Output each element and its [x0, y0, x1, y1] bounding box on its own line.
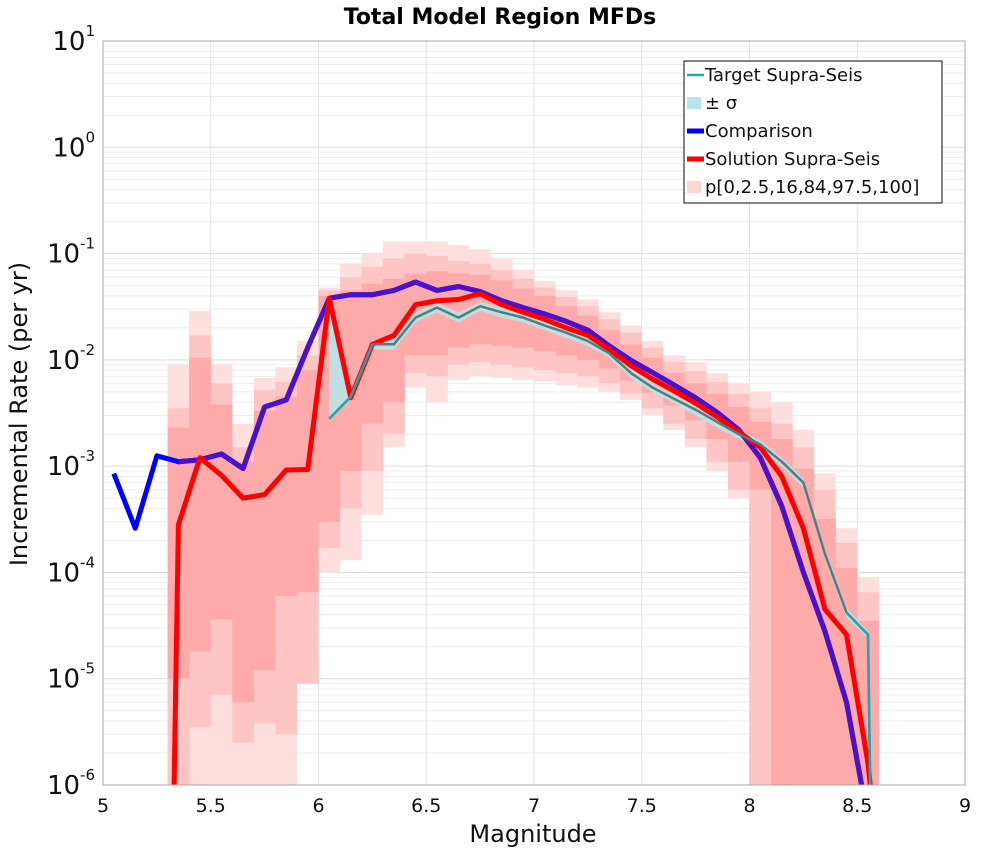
- y-tick-label: 100: [52, 128, 95, 163]
- legend-item: ± σ: [687, 93, 737, 114]
- comparison-line-in-band: [178, 279, 865, 785]
- y-tick-label: 101: [52, 22, 95, 57]
- x-tick-label: 7: [528, 795, 540, 817]
- x-tick-label: 8: [743, 795, 755, 817]
- x-axis-ticks: 5 5.5 6 6.5 7 7.5 8 8.5 9: [97, 795, 971, 817]
- x-tick-label: 6.5: [411, 795, 441, 817]
- target-line: [328, 304, 872, 785]
- legend-swatch: [687, 181, 701, 193]
- y-tick-label: 10-1: [47, 235, 95, 270]
- x-tick-label: 6: [312, 795, 324, 817]
- legend-box: [683, 60, 943, 204]
- y-tick-label: 10-2: [47, 341, 95, 376]
- plot-frame: [102, 40, 966, 786]
- legend-label: p[0,2.5,16,84,97.5,100]: [705, 177, 919, 198]
- legend-label: Solution Supra-Seis: [705, 149, 880, 170]
- legend-label: ± σ: [705, 93, 737, 114]
- x-tick-label: 7.5: [627, 795, 657, 817]
- x-tick-label: 5.5: [196, 795, 226, 817]
- x-axis-label: Magnitude: [469, 820, 596, 848]
- y-tick-label: 10-6: [47, 766, 95, 801]
- solution-line: [171, 291, 873, 785]
- y-tick-label: 10-4: [47, 553, 95, 588]
- legend-label: Target Supra-Seis: [704, 65, 862, 86]
- x-tick-label: 5: [97, 795, 109, 817]
- legend-label: Comparison: [705, 121, 813, 142]
- target-line-end: [845, 611, 872, 785]
- legend-item: Target Supra-Seis: [687, 65, 862, 86]
- y-axis-label: Incremental Rate (per yr): [5, 262, 33, 566]
- x-tick-label: 8.5: [842, 795, 872, 817]
- legend-item: p[0,2.5,16,84,97.5,100]: [687, 177, 919, 198]
- chart-title: Total Model Region MFDs: [344, 5, 657, 30]
- y-tick-label: 10-5: [47, 660, 95, 695]
- target-line-start: [328, 343, 374, 420]
- legend-item: Comparison: [687, 121, 813, 142]
- legend: Target Supra-Seis ± σ Comparison Solution S…: [683, 60, 943, 204]
- y-tick-label: 10-3: [47, 447, 95, 482]
- y-axis-ticks: 101 100 10-1 10-2 10-3 10-4 10-5 10-6: [47, 22, 95, 801]
- x-tick-label: 9: [959, 795, 971, 817]
- legend-item: Solution Supra-Seis: [687, 149, 880, 170]
- series-lines: [111, 279, 873, 785]
- legend-swatch: [687, 97, 701, 109]
